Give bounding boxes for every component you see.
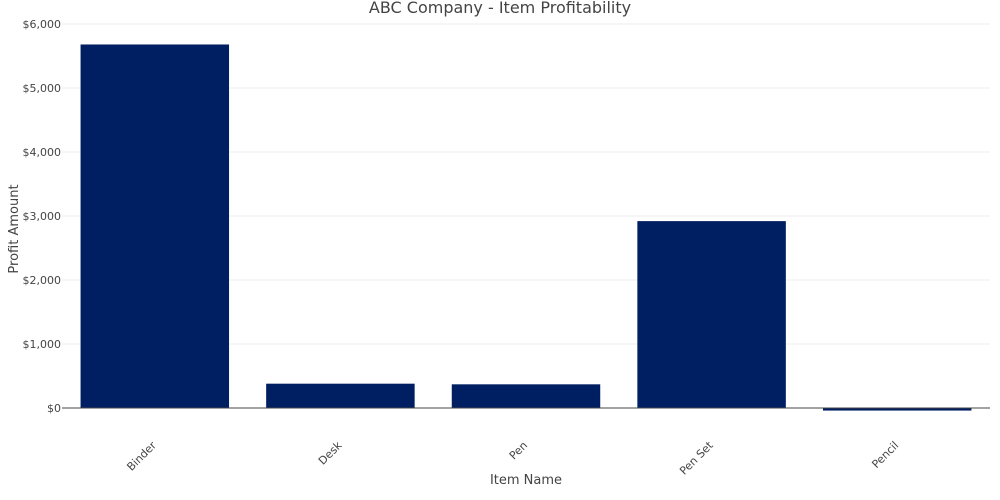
bar-pencil[interactable] bbox=[822, 408, 972, 411]
y-tick-label: $4,000 bbox=[23, 146, 62, 159]
bar-binder[interactable] bbox=[80, 44, 230, 408]
bar-pen[interactable] bbox=[451, 384, 601, 408]
y-tick-label: $5,000 bbox=[23, 82, 62, 95]
y-tick-label: $1,000 bbox=[23, 338, 62, 351]
x-tick-label: Binder bbox=[124, 439, 159, 474]
y-tick-label: $3,000 bbox=[23, 210, 62, 223]
y-tick-label: $6,000 bbox=[23, 18, 62, 31]
x-tick-labels: Binder Desk Pen Pen Set Pencil bbox=[124, 438, 901, 477]
x-tick-label: Desk bbox=[316, 438, 345, 467]
x-tick-label: Pen bbox=[507, 439, 530, 462]
x-axis-title: Item Name bbox=[490, 473, 562, 488]
y-tick-labels: $0 $1,000 $2,000 $3,000 $4,000 $5,000 $6,000 bbox=[23, 18, 62, 415]
bar-pen-set[interactable] bbox=[637, 221, 786, 408]
bars bbox=[80, 44, 972, 411]
y-tick-label: $0 bbox=[47, 402, 61, 415]
y-tick-label: $2,000 bbox=[23, 274, 62, 287]
chart-title: ABC Company - Item Profitability bbox=[369, 0, 631, 17]
x-tick-label: Pencil bbox=[869, 439, 901, 471]
bar-desk[interactable] bbox=[266, 383, 415, 408]
x-tick-label: Pen Set bbox=[677, 438, 716, 477]
y-axis-title: Profit Amount bbox=[7, 184, 22, 273]
